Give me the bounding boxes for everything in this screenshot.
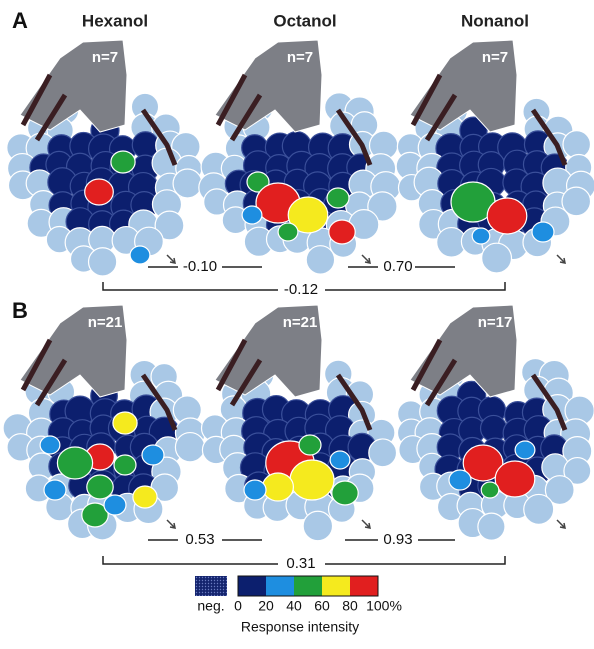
- glomerulus: [482, 243, 512, 273]
- legend-tick: 100%: [366, 598, 402, 614]
- correlation: 0.70: [383, 258, 412, 275]
- arrow: [167, 255, 175, 263]
- sample-size: n=7: [482, 49, 508, 66]
- glomerulus: [369, 439, 397, 467]
- responsive-glomerulus: [290, 460, 334, 500]
- sample-size: n=7: [287, 49, 313, 66]
- sample-size: n=21: [283, 314, 318, 331]
- correlation: -0.10: [183, 258, 217, 275]
- lobe-map: n=17: [397, 305, 594, 540]
- correlation: 0.93: [383, 531, 412, 548]
- responsive-glomerulus: [263, 473, 294, 501]
- legend-tick: 40: [286, 598, 302, 614]
- lobe-map: n=7: [199, 40, 401, 274]
- glomerulus: [306, 246, 334, 274]
- responsive-glomerulus: [472, 228, 490, 244]
- arrow: [557, 255, 565, 263]
- arrow: [362, 255, 370, 263]
- responsive-glomerulus: [495, 461, 535, 497]
- responsive-glomerulus: [327, 188, 349, 208]
- responsive-glomerulus: [57, 447, 92, 479]
- responsive-glomerulus: [142, 445, 164, 465]
- arrow: [167, 520, 175, 528]
- lobe-map: n=7: [7, 40, 202, 276]
- sample-size: n=21: [88, 314, 123, 331]
- responsive-glomerulus: [85, 179, 114, 205]
- responsive-glomerulus: [104, 495, 126, 515]
- panel-label: B: [12, 298, 28, 323]
- neg-swatch: [195, 576, 227, 596]
- legend-tick: 80: [342, 598, 358, 614]
- legend-tick: 0: [234, 598, 242, 614]
- legend-tick: 20: [258, 598, 274, 614]
- responsive-glomerulus: [487, 198, 527, 234]
- color-scale: [238, 576, 378, 596]
- sample-size: n=7: [92, 49, 118, 66]
- responsive-glomerulus: [40, 436, 60, 454]
- correlation: 0.53: [185, 531, 214, 548]
- responsive-glomerulus: [481, 482, 499, 498]
- glomerulus: [524, 494, 554, 524]
- lobe-map: n=7: [396, 40, 594, 273]
- sample-size: n=17: [478, 314, 513, 331]
- arrow: [557, 520, 565, 528]
- responsive-glomerulus: [332, 481, 358, 505]
- correlation: 0.31: [286, 555, 315, 572]
- panel-label: A: [12, 8, 28, 33]
- odor-title: Hexanol: [82, 11, 148, 30]
- glomerulus: [175, 433, 204, 462]
- responsive-glomerulus: [532, 222, 554, 242]
- responsive-glomerulus: [329, 220, 355, 244]
- legend-title: Response intensity: [241, 619, 359, 635]
- responsive-glomerulus: [133, 486, 157, 508]
- responsive-glomerulus: [515, 441, 535, 459]
- glomerulus: [478, 513, 505, 540]
- legend-label: neg.: [197, 598, 224, 614]
- responsive-glomerulus: [114, 455, 136, 475]
- responsive-glomerulus: [449, 470, 471, 490]
- responsive-glomerulus: [242, 206, 262, 224]
- responsive-glomerulus: [330, 451, 350, 469]
- lobe-map: n=21: [3, 305, 205, 540]
- responsive-glomerulus: [111, 151, 135, 173]
- glomerulus: [89, 248, 117, 276]
- responsive-glomerulus: [113, 412, 137, 434]
- odor-title: Nonanol: [461, 11, 529, 30]
- responsive-glomerulus: [130, 246, 150, 264]
- responsive-glomerulus: [244, 480, 266, 500]
- legend-tick: 60: [314, 598, 330, 614]
- arrow: [362, 520, 370, 528]
- responsive-glomerulus: [44, 480, 66, 500]
- correlation: -0.12: [284, 281, 318, 298]
- odor-title: Octanol: [273, 11, 336, 30]
- figure: n=7 n=7 n=7 n=21 n=21 n=17 A B Hexanol Octano…: [0, 0, 594, 649]
- responsive-glomerulus: [278, 223, 298, 241]
- glomerulus: [481, 415, 507, 441]
- responsive-glomerulus: [299, 435, 321, 455]
- lobe-map: n=21: [202, 305, 397, 541]
- responsive-glomerulus: [87, 475, 113, 499]
- glomerulus: [303, 511, 332, 540]
